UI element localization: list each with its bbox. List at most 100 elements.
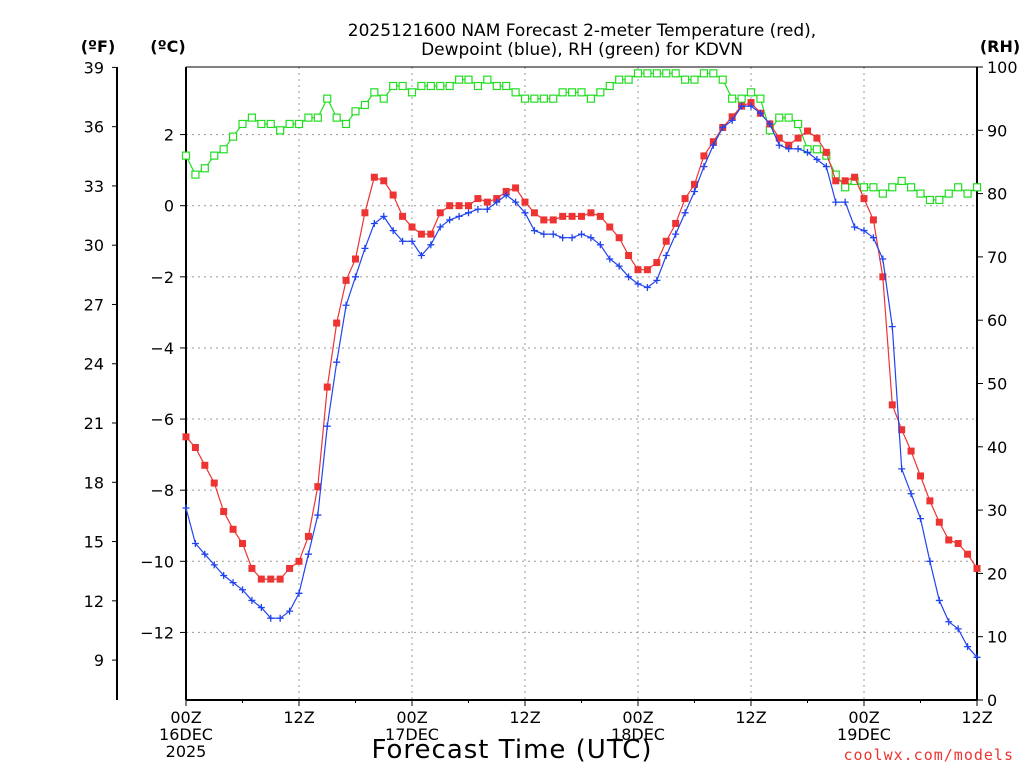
dewpoint-point: [738, 102, 746, 110]
temperature-point: [804, 127, 811, 135]
rh-point: [756, 94, 765, 103]
dewpoint-point: [370, 219, 378, 227]
dewpoint-point: [295, 589, 303, 597]
temperature-point: [841, 177, 849, 185]
rh-point: [436, 81, 445, 91]
rh-point: [210, 151, 219, 160]
temperature-point: [248, 564, 256, 572]
rh-point: [539, 94, 548, 103]
time-tick-label: 19DEC: [837, 725, 891, 744]
dewpoint-point: [596, 241, 604, 249]
dewpoint-point: [493, 198, 501, 206]
rh-point: [323, 94, 332, 103]
chart-title-line1: 2025121600 NAM Forecast 2-meter Temperat…: [348, 21, 816, 41]
rh-point: [360, 100, 370, 110]
rh-tick-label: 0: [987, 691, 997, 710]
dewpoint-point: [841, 198, 849, 206]
temperature-point: [879, 273, 887, 281]
rh-point: [247, 113, 257, 122]
temperature-point: [512, 184, 520, 192]
dewpoint-point: [832, 198, 840, 206]
dewpoint-point: [587, 234, 595, 242]
dewpoint-point: [898, 465, 906, 473]
rh-point: [944, 189, 953, 198]
temperature-point: [191, 444, 199, 452]
dewpoint-point: [182, 504, 190, 512]
temperature-point: [747, 99, 755, 107]
dewpoint-point: [436, 223, 444, 231]
dewpoint-point: [568, 234, 576, 242]
rh-point: [652, 69, 661, 78]
rh-point: [878, 189, 887, 198]
temperature-point: [935, 518, 943, 526]
dewpoint-point: [775, 141, 783, 149]
temperature-point: [869, 216, 877, 224]
temperature-point: [973, 564, 981, 572]
dewpoint-point: [804, 148, 811, 156]
temperature-point: [700, 152, 708, 160]
rh-point: [502, 81, 511, 91]
time-tick-label: 18DEC: [611, 725, 665, 744]
rh-point: [680, 75, 690, 84]
rh-point: [445, 81, 454, 91]
dewpoint-point: [964, 643, 972, 651]
temperature-point: [521, 198, 529, 206]
dewpoint-point: [766, 120, 774, 128]
dewpoint-point: [465, 209, 472, 217]
rh-point: [605, 81, 614, 91]
fahrenheit-tick-label: 24: [84, 355, 104, 374]
temperature-point: [832, 177, 840, 185]
dewpoint-point: [342, 301, 350, 309]
rh-point: [407, 88, 417, 97]
temperature-point: [239, 540, 246, 548]
rh-point: [191, 170, 200, 179]
dewpoint-point: [879, 255, 887, 263]
rh-point: [549, 94, 558, 103]
dewpoint-point: [201, 550, 209, 558]
dewpoint-point: [417, 251, 425, 259]
dewpoint-point: [540, 230, 548, 238]
temperature-point: [474, 195, 482, 203]
time-tick-label: 00Z: [622, 708, 653, 727]
time-tick-label: 12Z: [961, 708, 992, 727]
rh-point: [351, 107, 360, 116]
temperature-point: [615, 234, 623, 242]
rh-point: [454, 75, 464, 84]
rh-point: [935, 195, 944, 205]
dewpoint-point: [653, 276, 661, 284]
time-tick-label: 00Z: [396, 708, 427, 727]
rh-point: [511, 88, 520, 97]
temperature-point: [446, 202, 454, 210]
temperature-point: [653, 259, 661, 267]
fahrenheit-tick-label: 30: [84, 236, 104, 255]
time-tick-label: 12Z: [509, 708, 540, 727]
dewpoint-point: [888, 323, 896, 331]
dewpoint-point: [304, 550, 312, 558]
celsius-tick-label: −12: [140, 623, 174, 642]
dewpoint-point: [728, 116, 736, 124]
rh-point: [624, 75, 633, 84]
dewpoint-point: [578, 230, 585, 238]
time-tick-label: 2025: [166, 742, 207, 761]
rh-point: [341, 119, 351, 129]
credit-text: coolwx.com/models: [843, 746, 1014, 764]
dewpoint-point: [917, 515, 924, 523]
rh-point: [690, 75, 699, 84]
fahrenheit-tick-label: 36: [84, 118, 104, 137]
axes: [116, 66, 978, 701]
rh-point: [888, 183, 897, 192]
rh-point: [558, 88, 567, 97]
rh-point: [775, 113, 784, 122]
rh-tick-label: 10: [987, 628, 1007, 647]
celsius-tick-label: 0: [164, 197, 174, 216]
temperature-point: [201, 461, 209, 469]
dewpoint-point: [502, 191, 510, 199]
rh-tick-label: 20: [987, 564, 1007, 583]
dewpoint-point: [851, 223, 859, 231]
rh-point: [596, 88, 605, 97]
rh-tick-label: 80: [987, 185, 1007, 204]
dewpoint-point: [446, 216, 454, 224]
chart-title-line2: Dewpoint (blue), RH (green) for KDVN: [421, 40, 743, 60]
temperature-point: [352, 255, 359, 263]
dewpoint-point: [559, 234, 567, 242]
